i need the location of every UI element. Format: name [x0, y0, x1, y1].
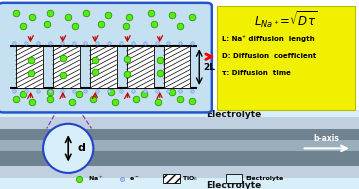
Text: τ: Diffusion  time: τ: Diffusion time: [222, 70, 291, 76]
Bar: [0, 166, 359, 178]
Bar: [164, 46, 191, 88]
Text: b-axis: b-axis: [314, 134, 340, 143]
Text: Na$^+$: Na$^+$: [88, 174, 103, 183]
Bar: [90, 46, 117, 88]
Bar: [0, 110, 359, 189]
Bar: [16, 46, 43, 88]
Text: d: d: [77, 143, 85, 153]
Text: L: Na⁺ diffusion  length: L: Na⁺ diffusion length: [222, 35, 314, 42]
Text: 2L: 2L: [204, 63, 215, 72]
Bar: [53, 46, 80, 88]
Text: D: Diffusion  coefficient: D: Diffusion coefficient: [222, 53, 316, 59]
Bar: [127, 46, 154, 88]
Bar: [163, 174, 180, 183]
Bar: [217, 6, 355, 110]
Bar: [226, 174, 242, 183]
Text: e$^-$: e$^-$: [129, 175, 140, 183]
Text: Electrolyte: Electrolyte: [206, 181, 261, 189]
Bar: [0, 151, 359, 166]
Text: $\it{L}_{Na^+}$=$\sqrt{D\tau}$: $\it{L}_{Na^+}$=$\sqrt{D\tau}$: [253, 9, 317, 30]
Text: TiO$_6$: TiO$_6$: [182, 174, 199, 183]
Text: Electrolyte: Electrolyte: [206, 110, 261, 119]
Bar: [0, 129, 359, 140]
Text: Electrolyte: Electrolyte: [245, 176, 284, 181]
Bar: [0, 117, 359, 129]
FancyBboxPatch shape: [0, 3, 212, 112]
Bar: [0, 140, 359, 151]
Ellipse shape: [43, 124, 93, 173]
